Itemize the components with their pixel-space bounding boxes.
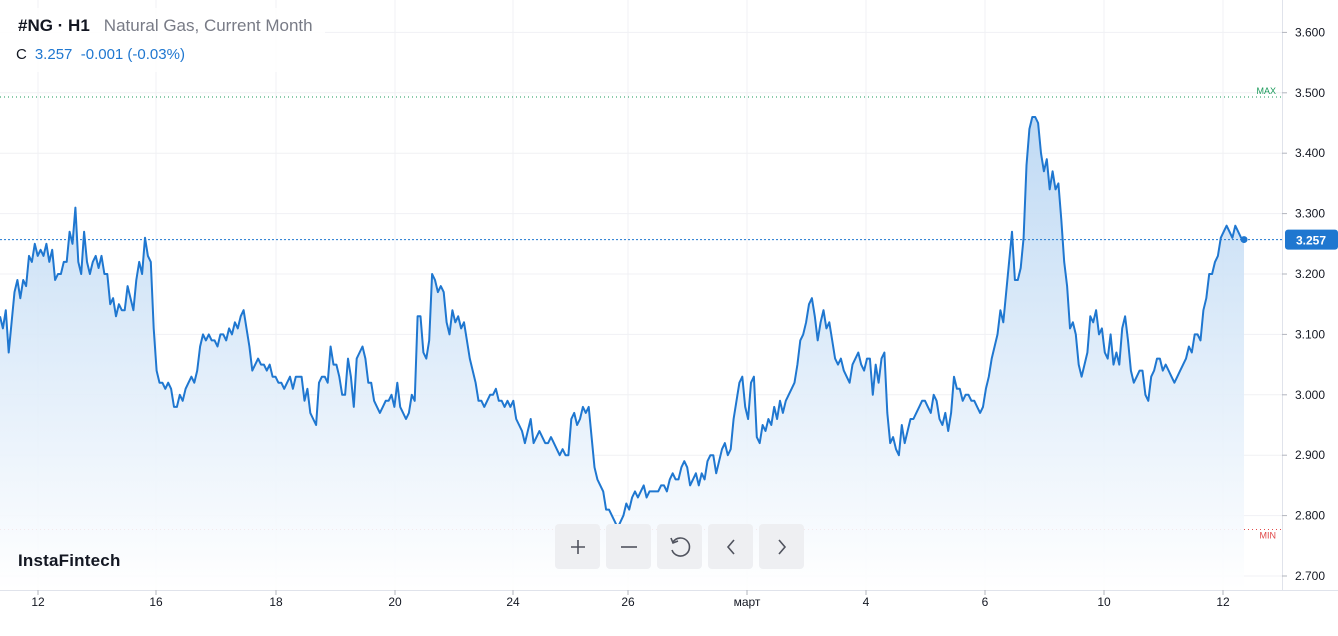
min-line-label: MIN	[1260, 530, 1277, 540]
y-tick-label: 3.100	[1295, 327, 1325, 341]
reset-button[interactable]	[657, 524, 702, 569]
x-tick-label: 16	[149, 595, 163, 609]
max-line-label: MAX	[1256, 86, 1276, 96]
close-price: 3.257	[34, 46, 73, 63]
price-change: -0.001 (-0.03%)	[80, 46, 185, 63]
y-tick-label: 2.900	[1295, 448, 1325, 462]
scroll-left-button[interactable]	[708, 524, 753, 569]
y-tick-label: 3.500	[1295, 86, 1325, 100]
last-point-dot	[1240, 236, 1248, 244]
y-tick-label: 3.300	[1295, 207, 1325, 221]
price-row: C 3.257 -0.001 (-0.03%)	[16, 46, 185, 63]
minus-icon	[620, 545, 637, 548]
price-area	[0, 117, 1244, 590]
x-tick-label: 4	[863, 595, 870, 609]
reset-icon	[669, 536, 690, 557]
x-tick-label: 10	[1097, 595, 1111, 609]
close-label: C	[16, 46, 27, 63]
price-line	[0, 116, 1245, 529]
y-tick-label: 2.800	[1295, 509, 1325, 523]
x-tick-label: 26	[621, 595, 635, 609]
x-tick-label: 24	[506, 595, 520, 609]
y-tick-label: 3.200	[1295, 267, 1325, 281]
brand-logo: InstaFintech	[18, 551, 121, 570]
chevron-right-icon	[777, 538, 786, 555]
symbol-label: #NG · H1	[18, 16, 90, 35]
last-price-badge	[1285, 229, 1338, 250]
x-tick-label: 18	[269, 595, 283, 609]
x-tick-label: 6	[982, 595, 989, 609]
chevron-left-icon	[726, 538, 735, 555]
chart-toolbar	[555, 524, 804, 569]
time-axis[interactable]: 12 16 18 20 24 26 март 4 6 10 12	[31, 590, 1230, 609]
zoom-in-button[interactable]	[555, 524, 600, 569]
price-axis[interactable]: 3.600 3.500 3.400 3.300 3.200 3.100 3.000 2.900…	[1282, 25, 1325, 583]
y-tick-label: 3.600	[1295, 25, 1325, 39]
plus-icon	[570, 539, 585, 554]
last-price-label: 3.257	[1296, 234, 1326, 248]
title-row: #NG · H1 Natural Gas, Current Month	[18, 16, 313, 36]
instrument-description: Natural Gas, Current Month	[103, 16, 313, 35]
x-tick-label: 12	[31, 595, 45, 609]
x-tick-label: 12	[1216, 595, 1230, 609]
y-tick-label: 3.000	[1295, 388, 1325, 402]
y-tick-label: 3.400	[1295, 146, 1325, 160]
x-tick-label: 20	[388, 595, 402, 609]
last-price-marker: 3.257	[0, 229, 1338, 250]
chart-header: #NG · H1 Natural Gas, Current Month C 3.25…	[0, 8, 325, 72]
scroll-right-button[interactable]	[759, 524, 804, 569]
zoom-out-button[interactable]	[606, 524, 651, 569]
x-tick-label: март	[734, 595, 761, 609]
y-tick-label: 2.700	[1295, 569, 1325, 583]
